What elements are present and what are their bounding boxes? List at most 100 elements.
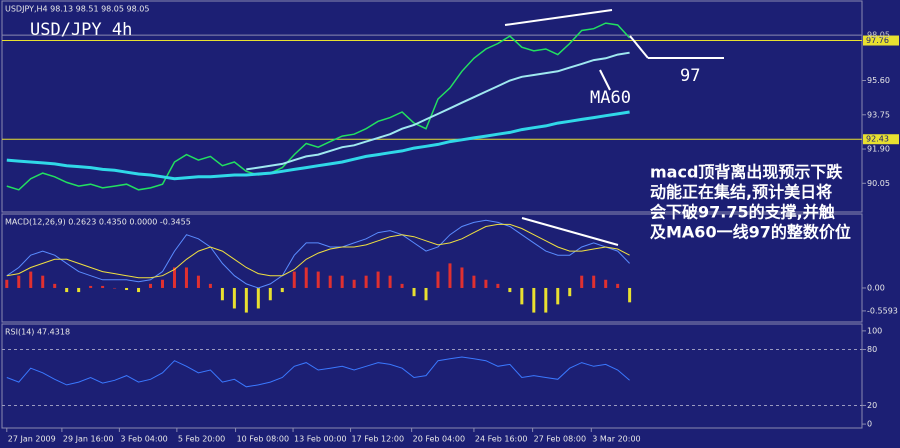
y-tick-label: 91.90 [867, 145, 890, 154]
y-tick-label: 80 [867, 345, 877, 354]
histogram-bar [256, 287, 260, 309]
drawn-line [599, 69, 611, 91]
y-tick-label: 95.60 [867, 76, 890, 85]
histogram-bar [568, 287, 572, 297]
panel-frame [1, 213, 863, 323]
panel-frame [1, 323, 863, 429]
level-label-bg [863, 35, 899, 46]
x-tick-label: 20 Feb 04:00 [413, 435, 465, 444]
note-line: macd顶背离出现预示下跌 [650, 163, 843, 182]
histogram-bar [328, 275, 332, 288]
panel-frame [1, 0, 863, 213]
level-label-bg [863, 134, 899, 145]
histogram-bar [436, 271, 440, 288]
histogram-bar [496, 283, 500, 288]
histogram-bar [292, 271, 296, 288]
y-tick-label: 0.00 [867, 283, 885, 292]
histogram-bar [532, 287, 536, 313]
y-tick-label: 90.05 [867, 179, 890, 188]
histogram-bar [628, 287, 632, 303]
series-line [6, 356, 630, 388]
histogram-bar [149, 283, 153, 288]
histogram-bar [232, 287, 236, 309]
histogram-bar [508, 287, 512, 293]
histogram-bar [53, 283, 57, 288]
histogram-bar [484, 279, 488, 288]
drawn-line [504, 9, 613, 26]
histogram-bar [77, 287, 81, 293]
histogram-bar [412, 287, 416, 297]
x-tick-label: 17 Feb 12:00 [352, 435, 404, 444]
y-tick-label: -0.5593 [867, 306, 898, 315]
drawn-line [521, 217, 619, 246]
symbol-label: USD/JPY 4h [30, 20, 132, 40]
histogram-bar [101, 285, 105, 288]
histogram-bar [65, 287, 69, 293]
histogram-bar [184, 267, 188, 288]
histogram-bar [400, 283, 404, 288]
panel-title: USDJPY,H4 98.13 98.51 98.05 98.05 [5, 5, 149, 14]
x-tick-label: 29 Jan 16:00 [63, 435, 114, 444]
histogram-bar [364, 275, 368, 288]
histogram-bar [208, 283, 212, 288]
panel-title: MACD(12,26,9) 0.2623 0.4350 0.0000 -0.34… [5, 218, 191, 227]
histogram-bar [29, 271, 33, 288]
x-tick-label: 13 Feb 00:00 [294, 435, 346, 444]
y-tick-label: 93.75 [867, 110, 890, 119]
histogram-bar [424, 287, 428, 301]
histogram-bar [89, 285, 93, 288]
histogram-bar [17, 275, 21, 288]
histogram-bar [161, 279, 165, 288]
drawn-line [629, 35, 649, 59]
note-line: 及MA60一线97的整数价位 [650, 223, 851, 242]
series-line [6, 223, 630, 279]
histogram-bar [268, 287, 272, 301]
histogram-bar [316, 271, 320, 288]
histogram-bar [460, 267, 464, 288]
ma-label: MA60 [590, 88, 631, 108]
histogram-bar [580, 275, 584, 288]
histogram-bar [137, 287, 141, 293]
x-tick-label: 3 Feb 04:00 [120, 435, 167, 444]
histogram-bar [280, 287, 284, 293]
histogram-bar [376, 271, 380, 288]
x-tick-label: 5 Feb 20:00 [178, 435, 225, 444]
histogram-bar [340, 275, 344, 288]
histogram-bar [544, 287, 548, 313]
histogram-bar [220, 287, 224, 301]
level-label: 97.76 [866, 36, 889, 45]
histogram-bar [616, 283, 620, 288]
series-line [246, 51, 630, 171]
note-line: 动能正在集结,预计美日将 [650, 183, 832, 202]
note-line: 会下破97.75的支撑,并触 [650, 203, 835, 222]
x-tick-label: 10 Feb 08:00 [237, 435, 289, 444]
histogram-bar [388, 275, 392, 288]
histogram-bar [592, 275, 596, 288]
x-tick-label: 3 Mar 20:00 [592, 435, 640, 444]
level-label: 92.43 [866, 135, 889, 144]
histogram-bar [520, 287, 524, 305]
histogram-bar [172, 267, 176, 288]
histogram-bar [556, 287, 560, 305]
histogram-bar [113, 287, 117, 289]
histogram-bar [196, 275, 200, 288]
y-tick-label: 0 [867, 420, 872, 429]
panel-title: RSI(14) 47.4318 [5, 328, 70, 337]
histogram-bar [5, 279, 9, 288]
target-label: 97 [680, 66, 700, 86]
series-line [6, 22, 631, 191]
histogram-bar [244, 287, 248, 313]
histogram-bar [472, 275, 476, 288]
y-tick-label: 20 [867, 401, 877, 410]
histogram-bar [41, 275, 45, 288]
x-tick-label: 27 Jan 2009 [8, 435, 56, 444]
histogram-bar [125, 287, 129, 291]
last-price-label: 98.05 [867, 31, 890, 40]
histogram-bar [304, 267, 308, 288]
y-tick-label: 100 [867, 326, 882, 335]
x-tick-label: 24 Feb 16:00 [475, 435, 527, 444]
histogram-bar [604, 279, 608, 288]
histogram-bar [448, 263, 452, 288]
